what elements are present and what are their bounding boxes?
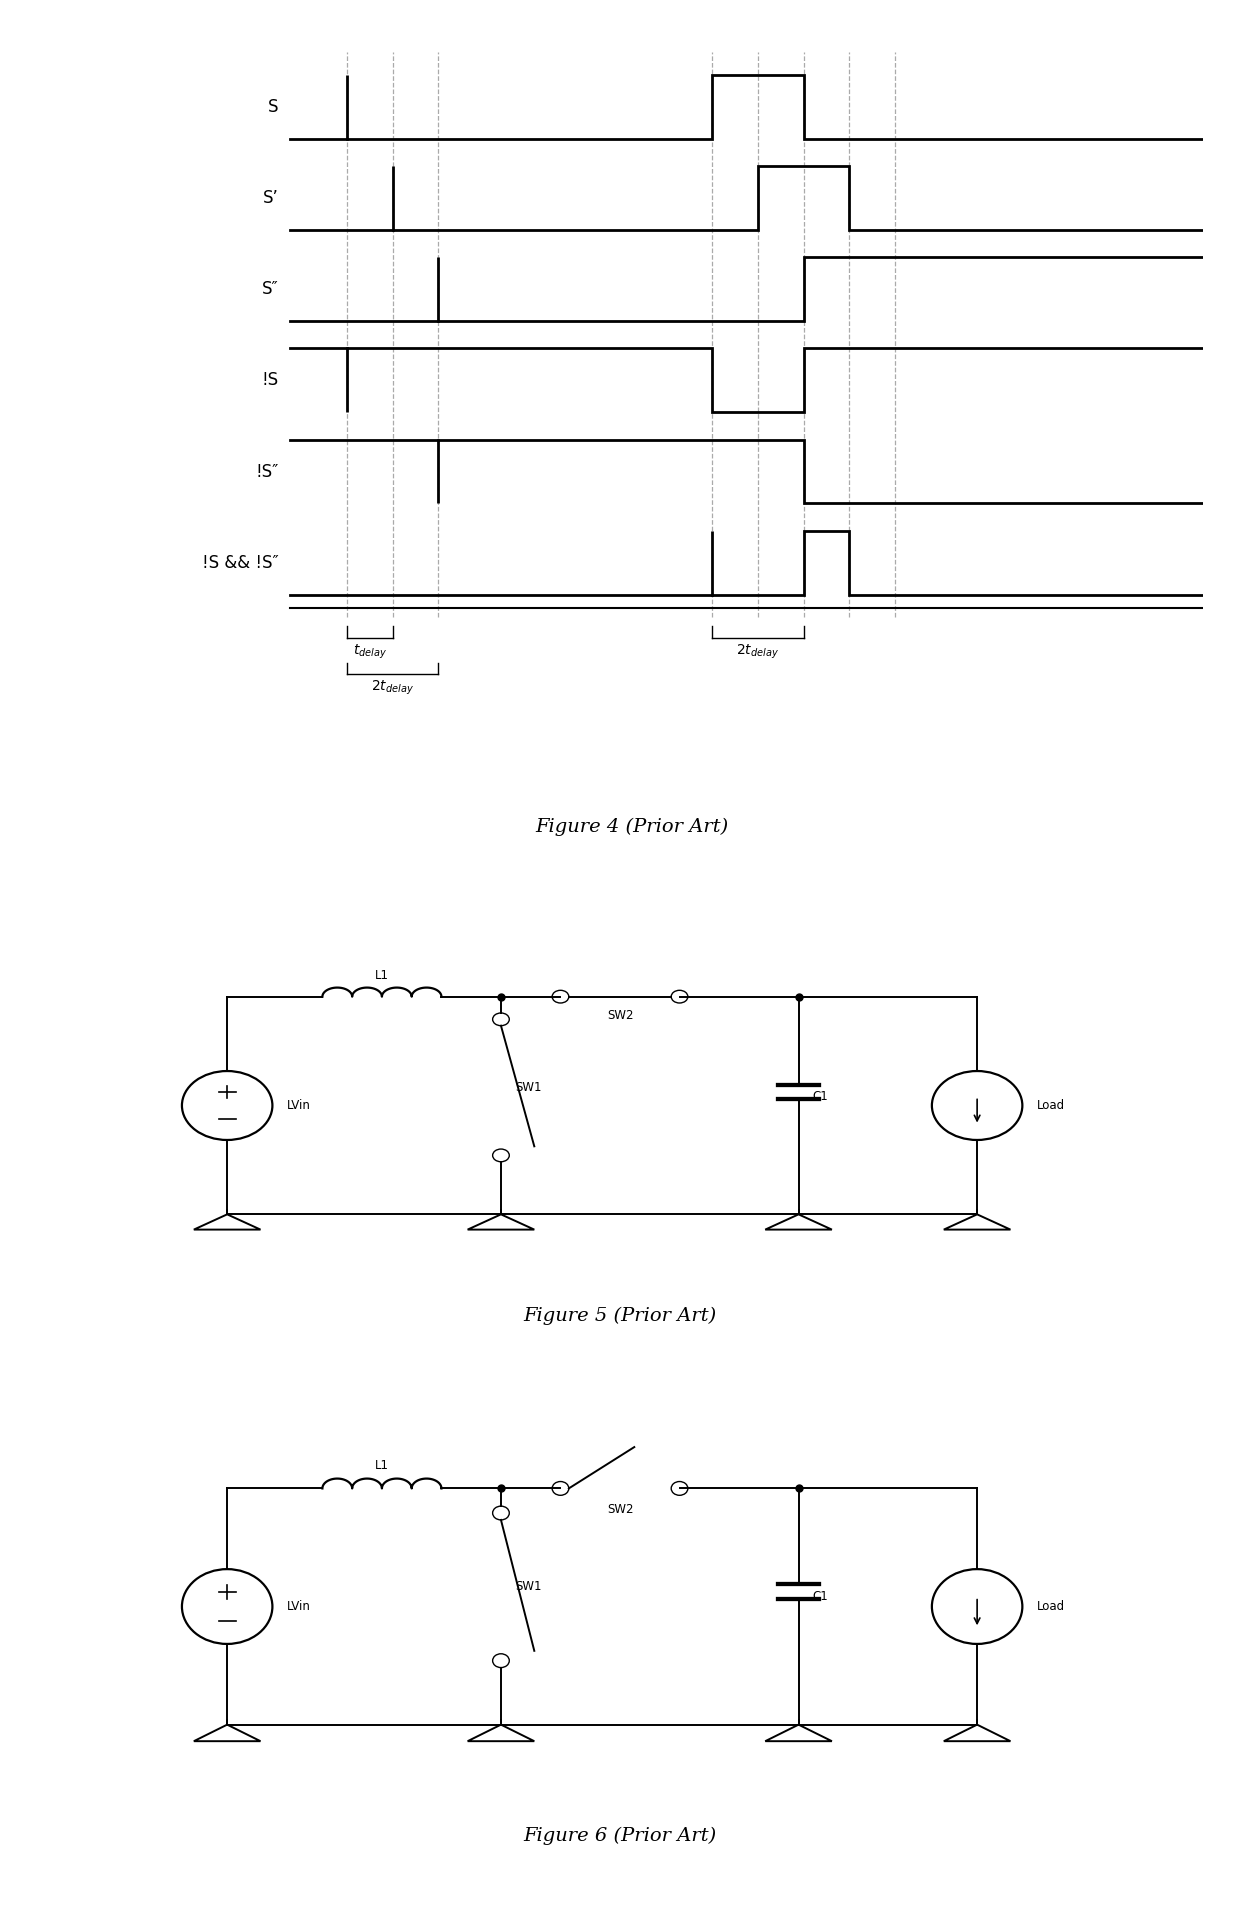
- Text: !S: !S: [262, 371, 279, 390]
- Text: C1: C1: [813, 1590, 828, 1604]
- Text: !S″: !S″: [255, 463, 279, 481]
- Text: Load: Load: [1037, 1600, 1065, 1613]
- Text: $2t_{delay}$: $2t_{delay}$: [737, 643, 780, 660]
- Text: LVin: LVin: [286, 1098, 310, 1112]
- Text: L1: L1: [374, 969, 389, 982]
- Text: S’: S’: [263, 189, 279, 207]
- Text: Figure 4 (Prior Art): Figure 4 (Prior Art): [536, 818, 729, 836]
- Text: Figure 6 (Prior Art): Figure 6 (Prior Art): [523, 1826, 717, 1845]
- Text: S″: S″: [262, 280, 279, 299]
- Text: !S && !S″: !S && !S″: [202, 554, 279, 571]
- Text: S: S: [268, 98, 279, 116]
- Text: LVin: LVin: [286, 1600, 310, 1613]
- Text: C1: C1: [813, 1090, 828, 1102]
- Text: L1: L1: [374, 1459, 389, 1473]
- Text: SW2: SW2: [606, 1503, 634, 1517]
- Text: SW2: SW2: [606, 1009, 634, 1023]
- Text: Figure 5 (Prior Art): Figure 5 (Prior Art): [523, 1307, 717, 1326]
- Text: $t_{delay}$: $t_{delay}$: [353, 643, 387, 660]
- Text: SW1: SW1: [516, 1581, 542, 1594]
- Text: Load: Load: [1037, 1098, 1065, 1112]
- Text: $2t_{delay}$: $2t_{delay}$: [371, 679, 414, 697]
- Text: SW1: SW1: [516, 1081, 542, 1094]
